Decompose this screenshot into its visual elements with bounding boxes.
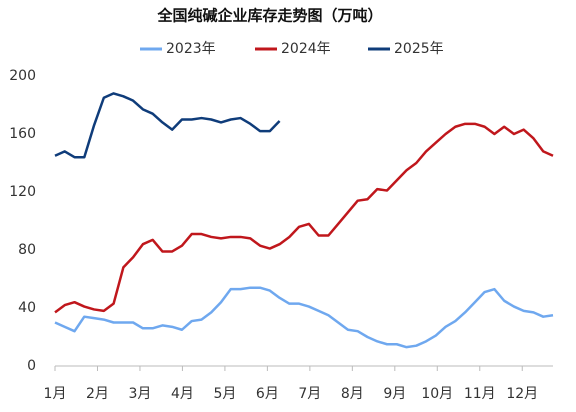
x-tick-label: 11月 [464, 386, 496, 402]
legend-label: 2024年 [281, 41, 331, 57]
line [54, 122, 554, 314]
y-tick-label: 160 [9, 126, 36, 142]
y-tick-label: 120 [9, 184, 36, 200]
x-tick-label: 9月 [383, 386, 406, 402]
line [54, 286, 554, 349]
x-tick-label: 8月 [341, 386, 364, 402]
legend-label: 2023年 [166, 41, 216, 57]
x-tick-label: 6月 [256, 386, 279, 402]
x-tick-label: 5月 [213, 386, 236, 402]
y-tick-label: 80 [18, 242, 36, 258]
x-tick-label: 10月 [421, 386, 453, 402]
y-tick-label: 40 [18, 300, 36, 316]
x-tick-label: 7月 [298, 386, 321, 402]
line [54, 92, 281, 159]
x-tick-label: 2月 [86, 386, 109, 402]
y-tick-label: 0 [27, 358, 36, 374]
x-tick-label: 3月 [128, 386, 151, 402]
chart-title: 全国纯碱企业库存走势图（万吨） [156, 7, 382, 25]
x-tick-label: 4月 [171, 386, 194, 402]
legend-label: 2025年 [394, 41, 444, 57]
y-tick-label: 200 [9, 68, 36, 84]
x-tick-label: 1月 [44, 386, 67, 402]
x-tick-label: 12月 [506, 386, 538, 402]
